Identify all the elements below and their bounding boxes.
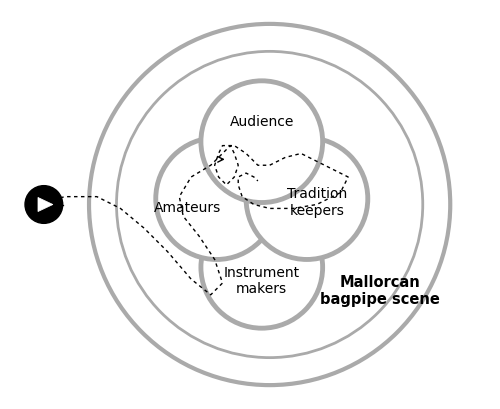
Text: Instrument
makers: Instrument makers — [224, 266, 300, 296]
Circle shape — [201, 81, 322, 202]
Circle shape — [156, 138, 278, 259]
Text: Tradition
keepers: Tradition keepers — [286, 187, 347, 218]
Polygon shape — [38, 198, 53, 211]
Text: Amateurs: Amateurs — [154, 201, 221, 216]
Circle shape — [246, 138, 368, 259]
Circle shape — [201, 207, 322, 328]
Text: Audience: Audience — [230, 115, 294, 129]
Circle shape — [89, 24, 450, 385]
Text: Mallorcan
bagpipe scene: Mallorcan bagpipe scene — [320, 275, 440, 307]
Circle shape — [25, 186, 62, 223]
